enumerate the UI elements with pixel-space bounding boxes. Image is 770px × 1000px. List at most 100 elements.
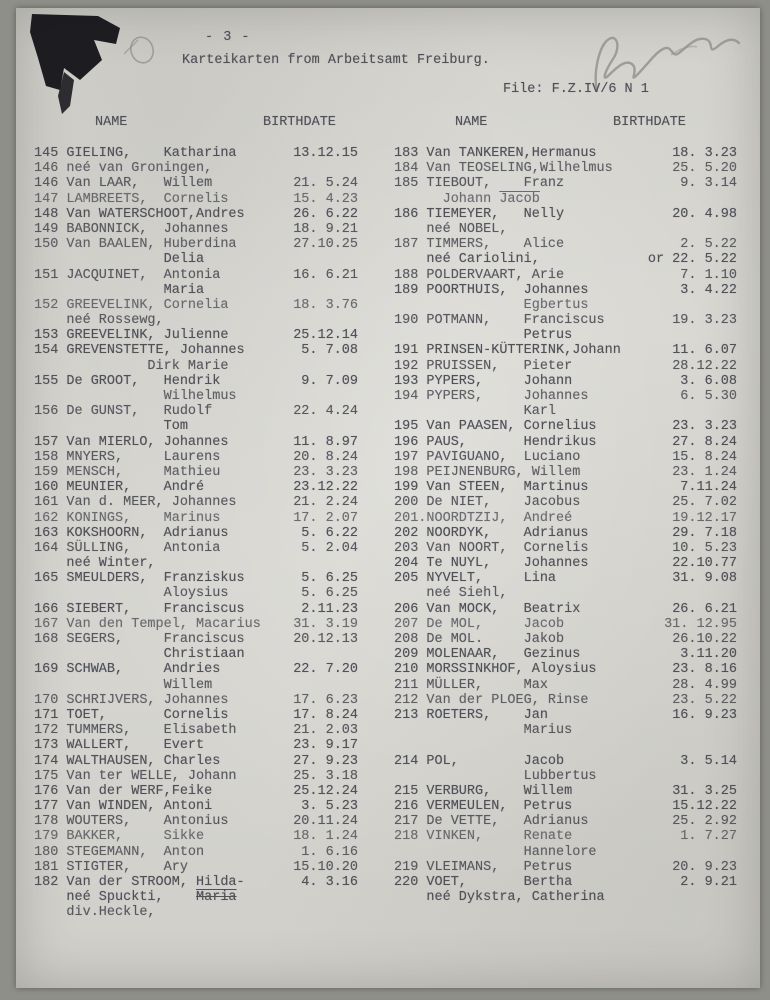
- entry-text: 167 Van den Tempel, Macarius: [34, 616, 261, 632]
- entry-text: 159 MENSCH, Mathieu: [34, 464, 221, 480]
- register-line: Wilhelmus: [34, 389, 358, 404]
- register-line: 215 VERBURG, Willem 31. 3.25: [394, 784, 737, 799]
- entry-text: 189 POORTHUIS, Johannes: [394, 282, 589, 298]
- entry-text: Dirk Marie: [34, 358, 229, 374]
- register-line: 211 MÜLLER, Max 28. 4.99: [394, 678, 737, 693]
- entry-text: 182 Van der STROOM, Hilda-: [34, 875, 245, 890]
- register-line: 205 NYVELT, Lina 31. 9.08: [394, 571, 737, 586]
- register-line: 150 Van BAALEN, Huberdina 27.10.25: [34, 237, 358, 252]
- entry-text: Hannelore: [394, 844, 597, 860]
- register-line: 179 BAKKER, Sikke 18. 1.24: [34, 829, 358, 844]
- entry-text: 184 Van TEOSELING,Wilhelmus: [394, 161, 613, 177]
- entry-text: 183 Van TANKEREN,Hermanus: [394, 146, 597, 161]
- entry-text: 163 KOKSHOORN, Adrianus: [34, 525, 229, 541]
- entry-text: 198 PEIJNENBURG, Willem: [394, 464, 581, 480]
- entry-birthdate: 18. 9.21: [293, 221, 358, 237]
- entry-text: Egbertus: [394, 297, 589, 313]
- register-line: Tom: [34, 419, 358, 434]
- entry-text: 216 VERMEULEN, Petrus: [394, 799, 573, 815]
- register-line: 210 MORSSINKHOF, Aloysius 23. 8.16: [394, 662, 737, 677]
- entry-text: 172 TUMMERS, Elisabeth: [34, 723, 237, 739]
- register-line: 189 POORTHUIS, Johannes 3. 4.22: [394, 283, 737, 298]
- column-right: 183 Van TANKEREN,Hermanus 18. 3.23 184 Van…: [394, 146, 737, 905]
- entry-birthdate: 11. 6.07: [672, 343, 737, 359]
- entry-text: 206 Van MOCK, Beatrix: [394, 601, 581, 617]
- entry-birthdate: 27. 8.24: [672, 434, 737, 450]
- register-line: Delia: [34, 252, 358, 267]
- register-line: neé Cariolini, or 22. 5.22: [394, 252, 737, 267]
- entry-text: 194 PYPERS, Johannes: [394, 389, 589, 404]
- entry-text: 151 JACQUINET, Antonia: [34, 267, 221, 283]
- entry-text: Delia: [34, 252, 205, 268]
- register-line: 194 PYPERS, Johannes 6. 5.30: [394, 389, 737, 404]
- entry-birthdate: 16. 6.21: [293, 267, 358, 283]
- entry-birthdate: 3. 5.23: [301, 799, 358, 815]
- entry-birthdate: 22.10.77: [672, 556, 737, 572]
- register-line: 152 GREEVELINK, Cornelia 18. 3.76: [34, 298, 358, 313]
- register-line: 197 PAVIGUANO, Luciano 15. 8.24: [394, 450, 737, 465]
- register-line: 166 SIEBERT, Franciscus 2.11.23: [34, 602, 358, 617]
- entry-birthdate: 15. 4.23: [293, 191, 358, 207]
- entry-birthdate: 16. 9.23: [672, 707, 737, 723]
- register-line: 212 Van der PLOEG, Rinse 23. 5.22: [394, 693, 737, 708]
- entry-text: 164 SÜLLING, Antonia: [34, 540, 221, 556]
- register-line: 168 SEGERS, Franciscus 20.12.13: [34, 632, 358, 647]
- register-line: 201.NOORDTZIJ, Andreé 19.12.17: [394, 511, 737, 526]
- register-line: 146 Van LAAR, Willem 21. 5.24: [34, 176, 358, 191]
- register-line: 217 De VETTE, Adrianus 25. 2.92: [394, 814, 737, 829]
- register-line: 153 GREEVELINK, Julienne 25.12.14: [34, 328, 358, 343]
- register-line: 180 STEGEMANN, Anton 1. 6.16: [34, 845, 358, 860]
- entry-text: 219 VLEIMANS, Petrus: [394, 859, 573, 875]
- register-line: div.Heckle,: [34, 905, 358, 920]
- register-line: 190 POTMANN, Franciscus 19. 3.23: [394, 313, 737, 328]
- entry-text: 169 SCHWAB, Andries: [34, 662, 221, 678]
- entry-birthdate: 25.12.24: [293, 783, 358, 799]
- register-line: 220 VOET, Bertha 2. 9.21: [394, 875, 737, 890]
- entry-text: neé Siehl,: [394, 586, 508, 602]
- register-line: 148 Van WATERSCHOOT,Andres 26. 6.22: [34, 207, 358, 222]
- entry-birthdate: 3. 4.22: [680, 282, 737, 298]
- entry-text: 174 WALTHAUSEN, Charles: [34, 753, 221, 769]
- register-line: Dirk Marie: [34, 359, 358, 374]
- entry-text: 200 De NIET, Jacobus: [394, 495, 581, 511]
- entry-birthdate: 18. 3.23: [672, 146, 737, 161]
- entry-birthdate: 19. 3.23: [672, 313, 737, 329]
- entry-text: 188 POLDERVAART, Arie: [394, 267, 565, 283]
- register-line: 174 WALTHAUSEN, Charles 27. 9.23: [34, 754, 358, 769]
- register-line: Egbertus: [394, 298, 737, 313]
- register-line: 172 TUMMERS, Elisabeth 21. 2.03: [34, 723, 358, 738]
- entry-birthdate: 9. 7.09: [301, 373, 358, 389]
- entry-birthdate: 25. 5.20: [672, 161, 737, 177]
- entry-birthdate: 3.11.20: [680, 647, 737, 663]
- entry-text: 152 GREEVELINK, Cornelia: [34, 297, 229, 313]
- entry-birthdate: 22. 7.20: [293, 662, 358, 678]
- entry-text: 176 Van der WERF,Feike: [34, 783, 213, 799]
- entry-text: 210 MORSSINKHOF, Aloysius: [394, 662, 597, 678]
- register-line: Christiaan: [34, 647, 358, 662]
- entry-birthdate: 23. 8.16: [672, 662, 737, 678]
- register-line: 198 PEIJNENBURG, Willem 23. 1.24: [394, 465, 737, 480]
- entry-text: 208 De MOL. Jakob: [394, 632, 565, 647]
- entry-birthdate: 31. 3.19: [293, 616, 358, 632]
- register-line: Maria: [34, 283, 358, 298]
- entry-birthdate: 7.11.24: [680, 480, 737, 496]
- entry-text: neé Rossewg,: [34, 313, 164, 329]
- entry-birthdate: 20. 8.24: [293, 449, 358, 465]
- register-line: 155 De GROOT, Hendrik 9. 7.09: [34, 374, 358, 389]
- entry-birthdate: 19.12.17: [672, 510, 737, 526]
- entry-text: 181 STIGTER, Ary: [34, 859, 188, 875]
- entry-text: Petrus: [394, 328, 573, 344]
- entry-birthdate: 3. 5.14: [680, 753, 737, 769]
- register-line: 200 De NIET, Jacobus 25. 7.02: [394, 495, 737, 510]
- entry-birthdate: 29. 7.18: [672, 525, 737, 541]
- entry-text: neé NOBEL,: [394, 221, 508, 237]
- register-line: 163 KOKSHOORN, Adrianus 5. 6.22: [34, 526, 358, 541]
- entry-text: 195 Van PAASEN, Cornelius: [394, 419, 597, 435]
- entry-birthdate: 25. 3.18: [293, 768, 358, 784]
- register-line: 164 SÜLLING, Antonia 5. 2.04: [34, 541, 358, 556]
- file-reference: File: F.Z.IV/6 N 1: [503, 82, 649, 97]
- register-line: 203 Van NOORT, Cornelis 10. 5.23: [394, 541, 737, 556]
- entry-birthdate: 26. 6.22: [293, 206, 358, 222]
- entry-birthdate: 2.11.23: [301, 601, 358, 617]
- entry-text: 145 GIELING, Katharina: [34, 146, 237, 161]
